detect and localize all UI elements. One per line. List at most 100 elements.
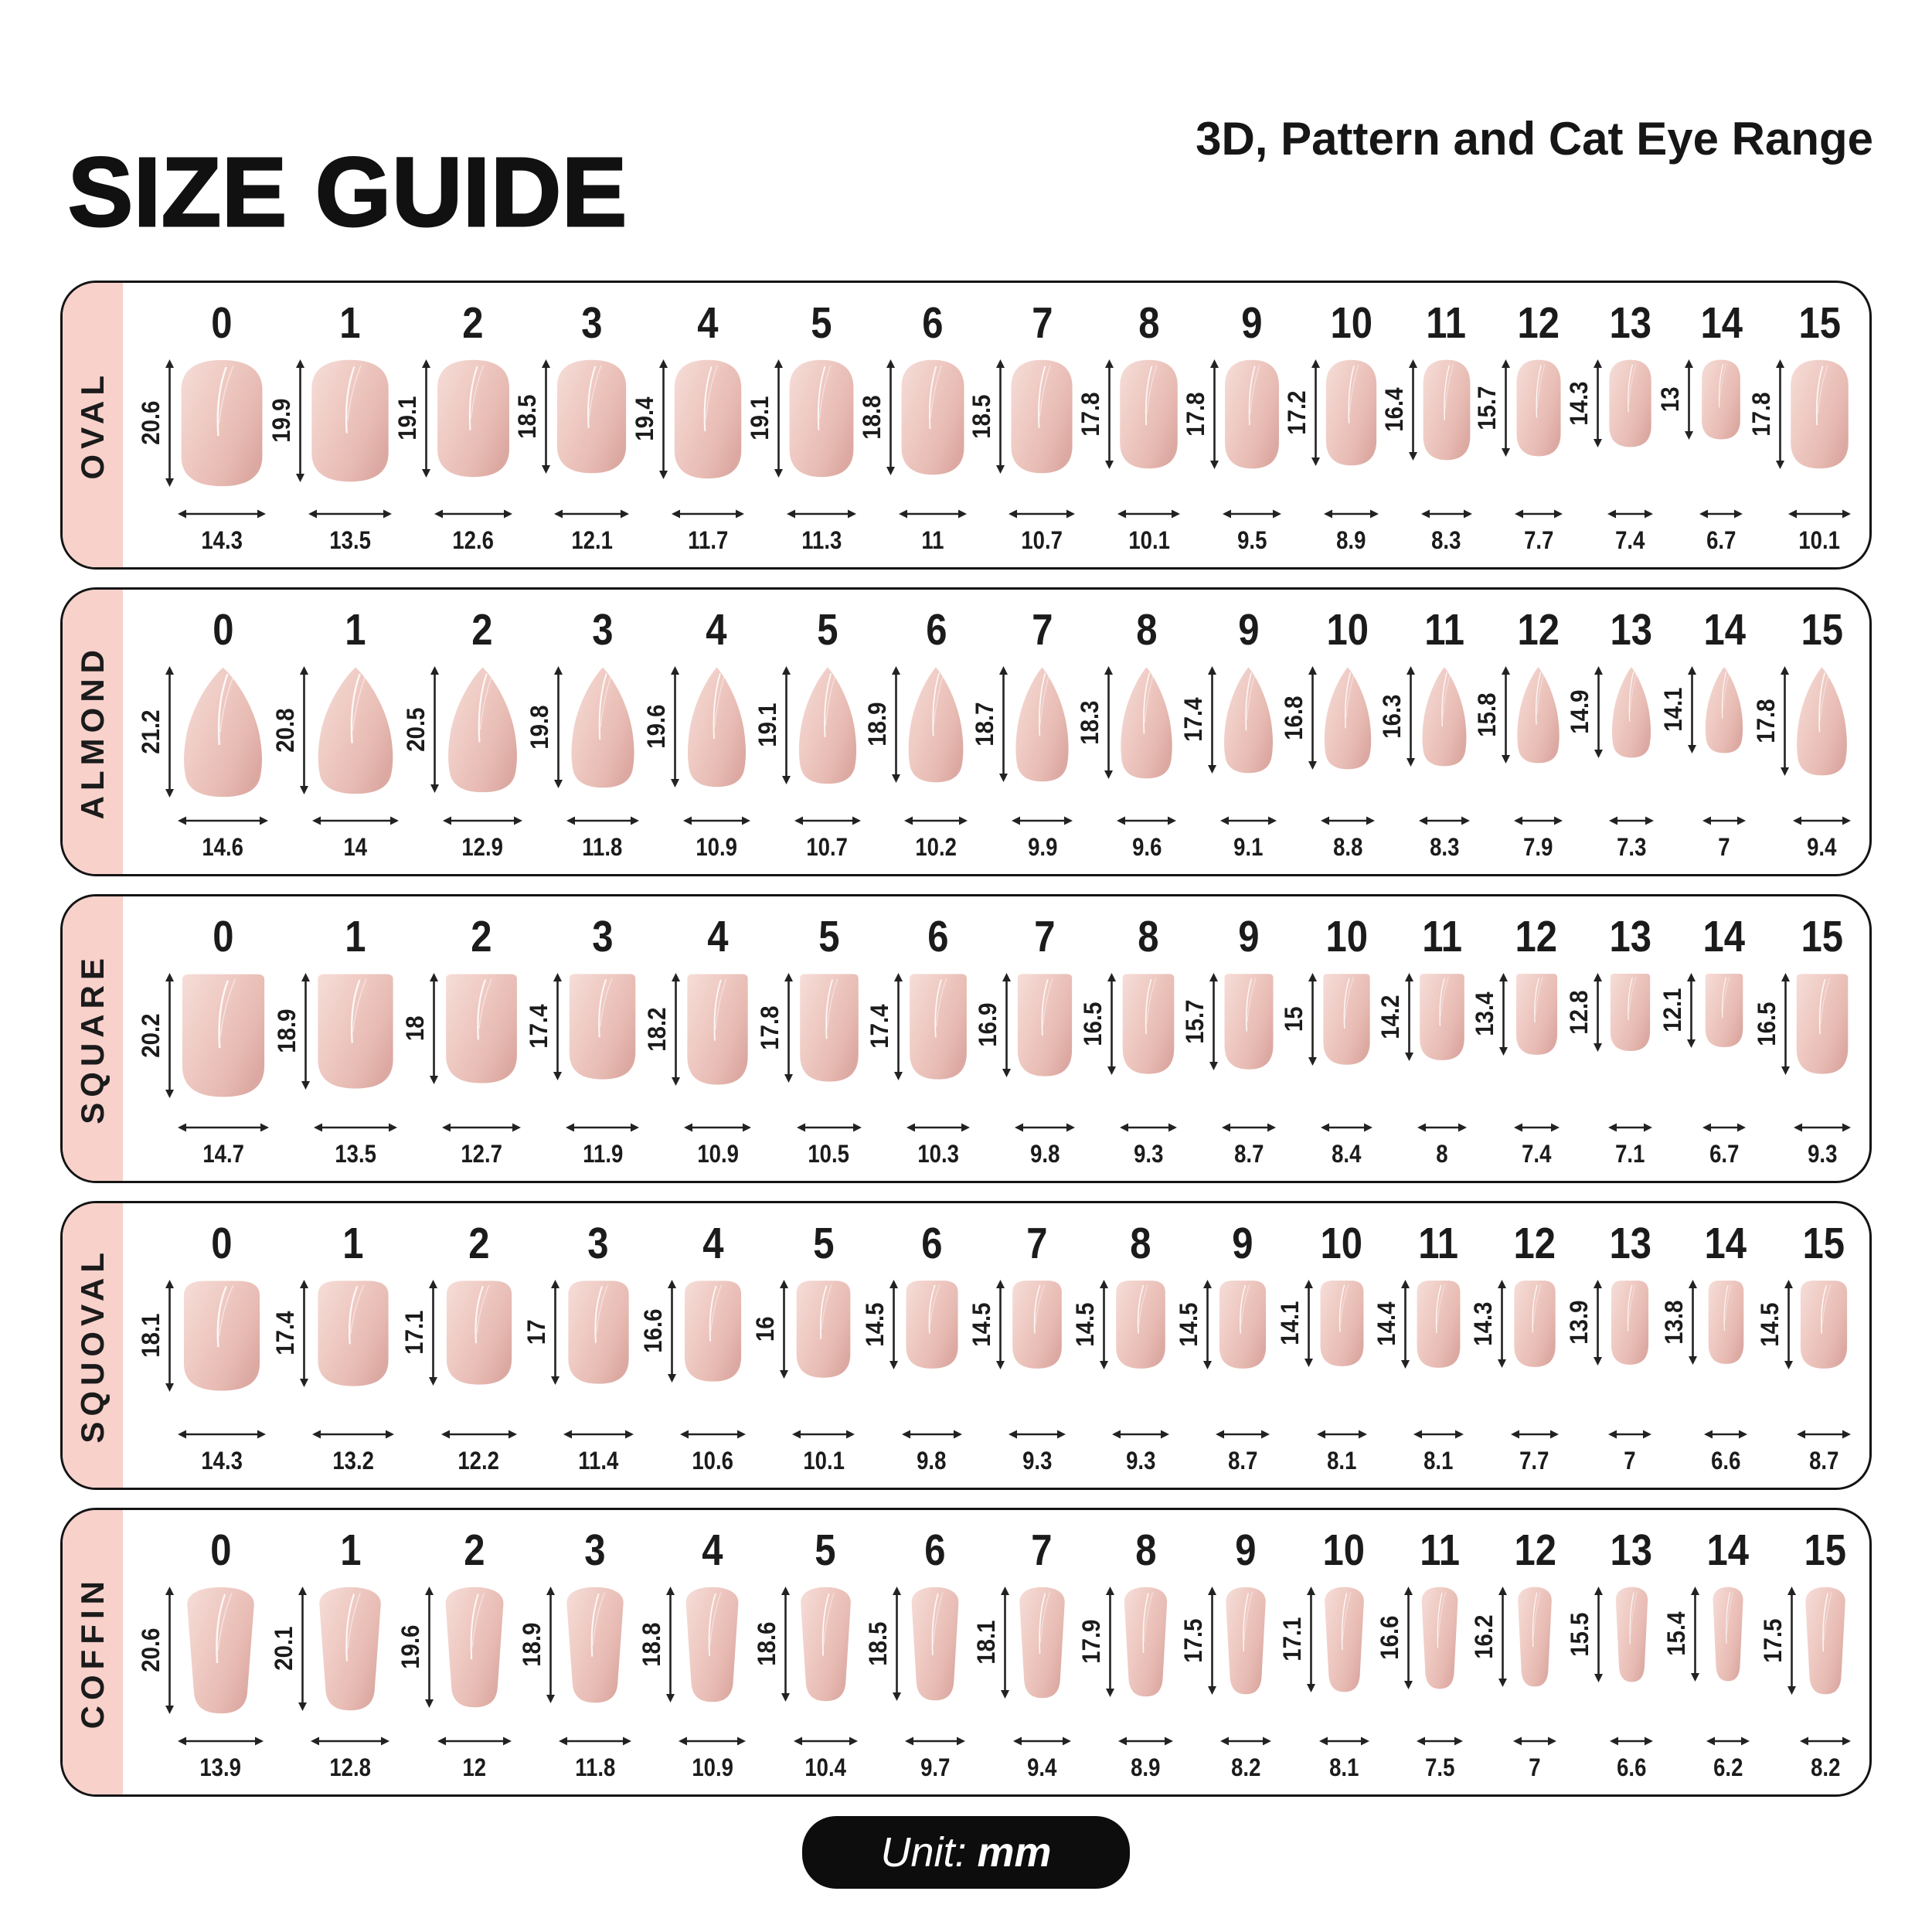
size-number: 3 [592,605,614,655]
horizontal-arrow-icon [1220,816,1277,825]
size-card-almond: ALMOND 0 21.2 14.6 1 20.8 14 2 20.5 12.9 3 19.8 11.8… [60,587,1872,876]
width-measure: 8.2 [1808,1755,1842,1780]
nail-shape-square [687,974,749,1085]
width-measure: 9.8 [914,1448,948,1473]
horizontal-arrow-icon [1316,1430,1367,1439]
size-number: 5 [811,298,832,348]
nail-image [1321,973,1372,1121]
horizontal-arrow-icon [312,1430,395,1439]
size-number: 6 [920,1219,943,1268]
length-value: 16.6 [639,1308,667,1354]
size-number: 6 [924,1526,946,1575]
width-value: 8.2 [1231,1753,1261,1781]
length-measure: 17.4 [1179,666,1217,774]
width-measure: 10.9 [692,835,740,859]
length-value: 17.9 [1077,1619,1105,1665]
horizontal-arrow-icon [1702,1123,1747,1132]
width-value: 8.2 [1810,1753,1840,1781]
width-measure: 14.7 [199,1141,247,1166]
vertical-arrow-icon [1501,666,1510,764]
length-measure: 15 [1280,973,1318,1066]
horizontal-arrow-icon [1417,1736,1464,1746]
nail-shape-almond [798,667,856,784]
vertical-arrow-icon [165,359,174,487]
width-value: 14 [343,833,368,861]
size-number: 15 [1801,912,1844,961]
vertical-arrow-icon [550,1280,560,1385]
size-column: 12 15.8 7.9 [1473,608,1563,859]
width-measure: 8.9 [1334,528,1368,553]
length-value: 17.4 [1179,697,1208,743]
length-measure: 17.8 [1077,359,1114,469]
size-column: 4 18.2 10.9 [643,915,752,1166]
horizontal-arrow-icon [1787,509,1851,519]
nail-shape-coffin [445,1587,504,1708]
size-number: 11 [1420,1526,1461,1575]
nail-shape-almond [1324,667,1372,770]
nail-columns: 0 20.6 13.9 1 20.1 12.8 2 19.6 12 3 18.9 11.8 4 18.8 1… [123,1510,1869,1794]
size-column: 2 19.1 12.6 [393,298,512,553]
horizontal-arrow-icon [1117,1736,1173,1746]
size-number: 10 [1320,1219,1363,1268]
horizontal-arrow-icon [1221,1123,1276,1132]
vertical-arrow-icon [893,1587,902,1701]
length-value: 17.8 [1751,699,1780,743]
size-number: 2 [462,298,484,348]
length-measure: 17.4 [271,1280,309,1387]
horizontal-arrow-icon [1607,509,1653,519]
length-value: 17.8 [755,1005,784,1050]
nail-shape-square [1017,974,1072,1077]
unit-label: Unit: [880,1829,967,1876]
length-value: 15.5 [1566,1612,1594,1657]
length-measure: 16.6 [639,1280,677,1383]
width-value: 9.1 [1233,833,1264,861]
width-value: 11.7 [688,526,729,554]
size-number: 12 [1514,1526,1556,1575]
size-column: 2 19.6 12 [396,1529,512,1780]
length-measure: 18.1 [137,1280,175,1392]
size-column: 11 16.3 8.3 [1378,608,1470,861]
vertical-arrow-icon [1304,1280,1313,1367]
length-measure: 18.2 [643,973,681,1086]
width-value: 11.9 [582,1140,623,1168]
nail-image [178,1587,264,1735]
length-measure: 20.6 [137,359,175,487]
nail-shape-coffin [1019,1587,1065,1699]
length-measure: 15.5 [1566,1587,1604,1682]
size-column: 4 18.8 10.9 [638,1529,747,1780]
size-column: 6 18.5 9.7 [864,1526,966,1780]
width-value: 14.6 [202,833,244,861]
size-number: 5 [818,912,840,961]
width-measure: 8 [1435,1141,1449,1166]
shape-label-strip: ALMOND [63,590,123,874]
nail-shape-square [1323,974,1370,1065]
size-number: 8 [1130,1219,1151,1268]
nail-image [178,1280,266,1428]
horizontal-arrow-icon [1220,1736,1272,1746]
size-column: 0 20.6 14.3 [137,301,266,553]
vertical-arrow-icon [165,666,174,798]
size-number: 11 [1422,912,1463,961]
nail-shape-oval [1609,359,1651,447]
nail-image [1421,359,1472,508]
width-measure: 14.3 [198,528,246,553]
nail-image [1794,973,1851,1121]
horizontal-arrow-icon [672,509,745,519]
width-value: 7.7 [1523,526,1554,554]
width-value: 8.3 [1429,833,1460,861]
width-measure: 8.7 [1807,1448,1841,1473]
horizontal-arrow-icon [1417,1123,1468,1132]
vertical-arrow-icon [1684,359,1693,440]
nail-shape-almond [1706,667,1743,753]
width-value: 9.3 [1022,1447,1052,1475]
nail-shape-almond [1517,667,1560,764]
length-measure: 20.6 [137,1587,175,1714]
nail-shape-coffin [187,1587,254,1714]
nail-shape-coffin [686,1587,739,1702]
length-value: 20.1 [270,1626,298,1672]
size-number: 13 [1610,605,1653,655]
size-number: 14 [1706,1526,1750,1575]
shape-label: OVAL [74,370,111,480]
width-measure: 10.9 [694,1141,742,1166]
horizontal-arrow-icon [442,1123,522,1132]
